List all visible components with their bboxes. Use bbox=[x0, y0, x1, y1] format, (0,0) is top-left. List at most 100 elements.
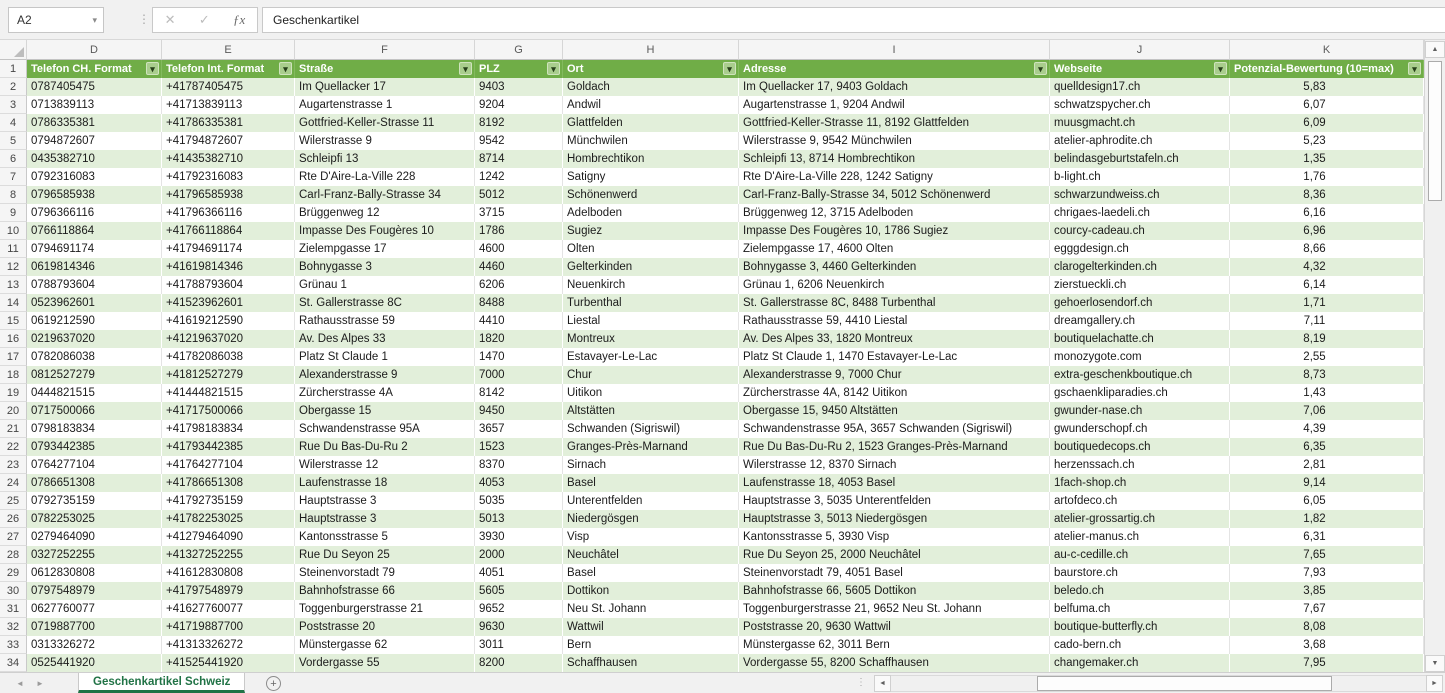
cell[interactable]: Niedergösgen bbox=[563, 510, 739, 528]
cell[interactable]: +41788793604 bbox=[162, 276, 295, 294]
cell[interactable]: 1,71 bbox=[1230, 294, 1424, 312]
cell[interactable]: Laufenstrasse 18 bbox=[295, 474, 475, 492]
cell[interactable]: Estavayer-Le-Lac bbox=[563, 348, 739, 366]
row-header-6[interactable]: 6 bbox=[0, 150, 27, 168]
cell[interactable]: Bahnhofstrasse 66, 5605 Dottikon bbox=[739, 582, 1050, 600]
row-header-10[interactable]: 10 bbox=[0, 222, 27, 240]
cell[interactable]: 2000 bbox=[475, 546, 563, 564]
cell[interactable]: Grünau 1 bbox=[295, 276, 475, 294]
cell[interactable]: quelldesign17.ch bbox=[1050, 78, 1230, 96]
cell[interactable]: 0313326272 bbox=[27, 636, 162, 654]
cell[interactable]: Basel bbox=[563, 564, 739, 582]
cell[interactable]: Alexanderstrasse 9 bbox=[295, 366, 475, 384]
cell[interactable]: St. Gallerstrasse 8C, 8488 Turbenthal bbox=[739, 294, 1050, 312]
row-header-19[interactable]: 19 bbox=[0, 384, 27, 402]
table-header-cell[interactable]: Adresse ▾ bbox=[739, 60, 1050, 78]
cell[interactable]: 3715 bbox=[475, 204, 563, 222]
cell[interactable]: Vordergasse 55, 8200 Schaffhausen bbox=[739, 654, 1050, 672]
filter-button[interactable]: ▾ bbox=[547, 62, 560, 75]
cell[interactable]: Kantonsstrasse 5, 3930 Visp bbox=[739, 528, 1050, 546]
cell[interactable]: Rte D'Aire-La-Ville 228, 1242 Satigny bbox=[739, 168, 1050, 186]
cell[interactable]: 0612830808 bbox=[27, 564, 162, 582]
cell[interactable]: Neuenkirch bbox=[563, 276, 739, 294]
cell[interactable]: +41717500066 bbox=[162, 402, 295, 420]
cell[interactable]: +41793442385 bbox=[162, 438, 295, 456]
cell[interactable]: 4053 bbox=[475, 474, 563, 492]
cell[interactable]: Brüggenweg 12, 3715 Adelboden bbox=[739, 204, 1050, 222]
horizontal-scrollbar-track[interactable] bbox=[891, 675, 1426, 692]
cell[interactable]: 5013 bbox=[475, 510, 563, 528]
cell[interactable]: Rue Du Seyon 25, 2000 Neuchâtel bbox=[739, 546, 1050, 564]
cell[interactable]: Laufenstrasse 18, 4053 Basel bbox=[739, 474, 1050, 492]
row-header-13[interactable]: 13 bbox=[0, 276, 27, 294]
cell[interactable]: 7,65 bbox=[1230, 546, 1424, 564]
column-header-H[interactable]: H bbox=[563, 40, 739, 60]
cell[interactable]: 8,66 bbox=[1230, 240, 1424, 258]
cell[interactable]: 9403 bbox=[475, 78, 563, 96]
cell[interactable]: 0786335381 bbox=[27, 114, 162, 132]
scroll-right-icon[interactable]: ► bbox=[1426, 675, 1443, 692]
cell[interactable]: gwunderschopf.ch bbox=[1050, 420, 1230, 438]
row-header-20[interactable]: 20 bbox=[0, 402, 27, 420]
cell[interactable]: Gottfried-Keller-Strasse 11, 8192 Glattf… bbox=[739, 114, 1050, 132]
cell[interactable]: 8142 bbox=[475, 384, 563, 402]
row-header-34[interactable]: 34 bbox=[0, 654, 27, 672]
cell[interactable]: 0764277104 bbox=[27, 456, 162, 474]
cell[interactable]: 5,23 bbox=[1230, 132, 1424, 150]
cell[interactable]: 0782253025 bbox=[27, 510, 162, 528]
cell[interactable]: 5,83 bbox=[1230, 78, 1424, 96]
cell[interactable]: +41619814346 bbox=[162, 258, 295, 276]
cell[interactable]: Dottikon bbox=[563, 582, 739, 600]
filter-button[interactable]: ▾ bbox=[146, 62, 159, 75]
cell[interactable]: 1,76 bbox=[1230, 168, 1424, 186]
add-sheet-button[interactable]: + bbox=[266, 676, 281, 691]
cell[interactable]: Schaffhausen bbox=[563, 654, 739, 672]
cell[interactable]: +41444821515 bbox=[162, 384, 295, 402]
column-header-F[interactable]: F bbox=[295, 40, 475, 60]
cell[interactable]: beledo.ch bbox=[1050, 582, 1230, 600]
cell[interactable]: +41782086038 bbox=[162, 348, 295, 366]
cell[interactable]: Im Quellacker 17, 9403 Goldach bbox=[739, 78, 1050, 96]
cell[interactable]: boutiquedecops.ch bbox=[1050, 438, 1230, 456]
cell[interactable]: 0713839113 bbox=[27, 96, 162, 114]
cell[interactable]: 1523 bbox=[475, 438, 563, 456]
filter-button[interactable]: ▾ bbox=[279, 62, 292, 75]
row-header-22[interactable]: 22 bbox=[0, 438, 27, 456]
cell[interactable]: +41786651308 bbox=[162, 474, 295, 492]
cell[interactable]: Rte D'Aire-La-Ville 228 bbox=[295, 168, 475, 186]
cell[interactable]: 1,35 bbox=[1230, 150, 1424, 168]
row-header-31[interactable]: 31 bbox=[0, 600, 27, 618]
cell[interactable]: Rathausstrasse 59 bbox=[295, 312, 475, 330]
cell[interactable]: Sugiez bbox=[563, 222, 739, 240]
cell[interactable]: +41797548979 bbox=[162, 582, 295, 600]
row-header-23[interactable]: 23 bbox=[0, 456, 27, 474]
cell[interactable]: +41523962601 bbox=[162, 294, 295, 312]
row-header-4[interactable]: 4 bbox=[0, 114, 27, 132]
cell[interactable]: Wilerstrasse 12 bbox=[295, 456, 475, 474]
cell[interactable]: 0525441920 bbox=[27, 654, 162, 672]
cell[interactable]: 8714 bbox=[475, 150, 563, 168]
filter-button[interactable]: ▾ bbox=[1408, 62, 1421, 75]
cell[interactable]: +41782253025 bbox=[162, 510, 295, 528]
cell[interactable]: 6,05 bbox=[1230, 492, 1424, 510]
cell[interactable]: Münstergasse 62 bbox=[295, 636, 475, 654]
cell[interactable]: 0788793604 bbox=[27, 276, 162, 294]
cell[interactable]: Münchwilen bbox=[563, 132, 739, 150]
cell[interactable]: Augartenstrasse 1, 9204 Andwil bbox=[739, 96, 1050, 114]
cell[interactable]: 1470 bbox=[475, 348, 563, 366]
cell[interactable]: artofdeco.ch bbox=[1050, 492, 1230, 510]
cell[interactable]: +41766118864 bbox=[162, 222, 295, 240]
cell[interactable]: Glattfelden bbox=[563, 114, 739, 132]
row-header-15[interactable]: 15 bbox=[0, 312, 27, 330]
cell[interactable]: Brüggenweg 12 bbox=[295, 204, 475, 222]
cell[interactable]: +41525441920 bbox=[162, 654, 295, 672]
cell[interactable]: Poststrasse 20 bbox=[295, 618, 475, 636]
cell[interactable]: schwarzundweiss.ch bbox=[1050, 186, 1230, 204]
cell[interactable]: boutique-butterfly.ch bbox=[1050, 618, 1230, 636]
cell[interactable]: monozygote.com bbox=[1050, 348, 1230, 366]
row-header-26[interactable]: 26 bbox=[0, 510, 27, 528]
cell[interactable]: 3,85 bbox=[1230, 582, 1424, 600]
cell[interactable]: 2,81 bbox=[1230, 456, 1424, 474]
cell[interactable]: schwatzspycher.ch bbox=[1050, 96, 1230, 114]
cell[interactable]: cado-bern.ch bbox=[1050, 636, 1230, 654]
